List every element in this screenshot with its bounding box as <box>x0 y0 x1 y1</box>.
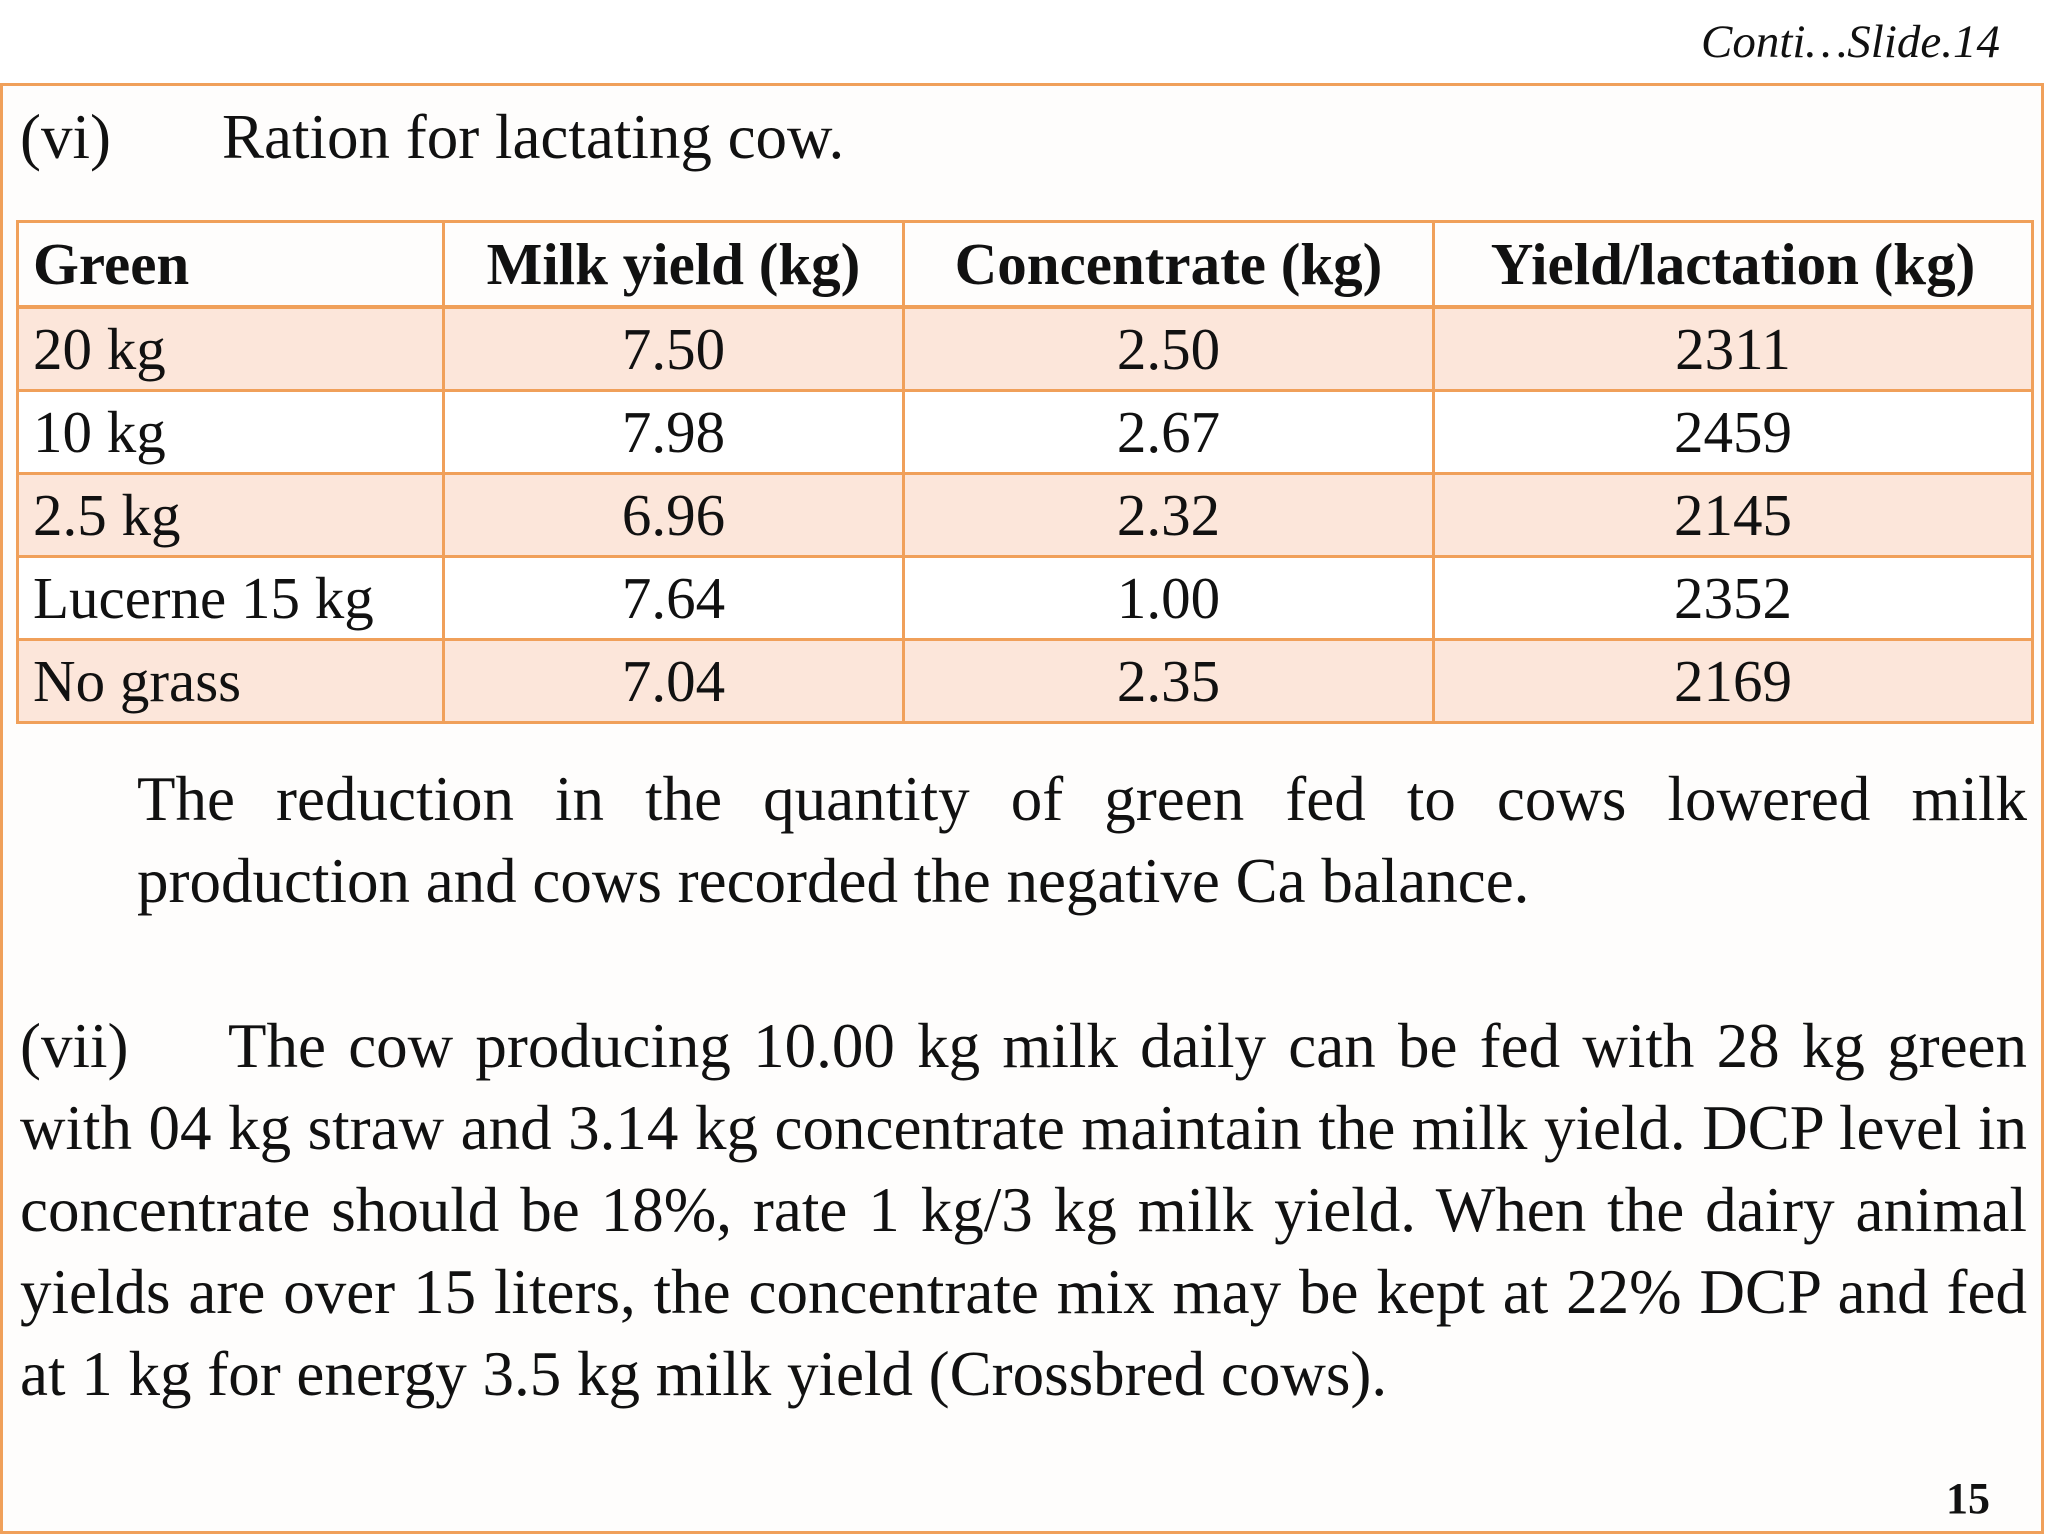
section-vii-number: (vii) <box>20 1011 129 1081</box>
cell-milk-yield: 6.96 <box>442 472 905 558</box>
page-number: 15 <box>1946 1474 1990 1523</box>
cell-green: Lucerne 15 kg <box>16 555 445 641</box>
table-row: 20 kg 7.50 2.50 2311 <box>16 305 2034 392</box>
ration-table: Green Milk yield (kg) Concentrate (kg) Y… <box>16 220 2034 724</box>
cell-concentrate: 1.00 <box>902 555 1435 641</box>
table-row: Lucerne 15 kg 7.64 1.00 2352 <box>16 555 2034 641</box>
column-header-yield-per-lactation: Yield/lactation (kg) <box>1432 220 2034 309</box>
section-vi-title: Ration for lactating cow. <box>222 102 845 172</box>
table-row: 2.5 kg 6.96 2.32 2145 <box>16 472 2034 558</box>
cell-milk-yield: 7.64 <box>442 555 905 641</box>
cell-yield-per-lactation: 2145 <box>1432 472 2034 558</box>
cell-concentrate: 2.50 <box>902 305 1435 392</box>
cell-concentrate: 2.32 <box>902 472 1435 558</box>
cell-milk-yield: 7.04 <box>442 638 905 724</box>
section-vi-number: (vi) <box>20 102 111 172</box>
cell-yield-per-lactation: 2352 <box>1432 555 2034 641</box>
cell-yield-per-lactation: 2311 <box>1432 305 2034 392</box>
cell-milk-yield: 7.50 <box>442 305 905 392</box>
cell-concentrate: 2.35 <box>902 638 1435 724</box>
cell-yield-per-lactation: 2459 <box>1432 389 2034 475</box>
table-row: 10 kg 7.98 2.67 2459 <box>16 389 2034 475</box>
cell-green: 2.5 kg <box>16 472 445 558</box>
column-header-green: Green <box>16 220 445 309</box>
table-row: No grass 7.04 2.35 2169 <box>16 638 2034 724</box>
column-header-concentrate: Concentrate (kg) <box>902 220 1435 309</box>
cell-yield-per-lactation: 2169 <box>1432 638 2034 724</box>
cell-green: 20 kg <box>16 305 445 392</box>
table-header-row: Green Milk yield (kg) Concentrate (kg) Y… <box>16 220 2034 309</box>
cell-milk-yield: 7.98 <box>442 389 905 475</box>
cell-green: No grass <box>16 638 445 724</box>
calcium-balance-note: The reduction in the quantity of green f… <box>137 764 2027 916</box>
section-vi-heading: (vi) Ration for lactating cow. <box>20 100 844 176</box>
section-vii-text: The cow producing 10.00 kg milk daily ca… <box>20 1011 2027 1409</box>
cell-green: 10 kg <box>16 389 445 475</box>
column-header-milk-yield: Milk yield (kg) <box>442 220 905 309</box>
section-vii-paragraph: (vii) The cow producing 10.00 kg milk dai… <box>20 1005 2027 1415</box>
cell-concentrate: 2.67 <box>902 389 1435 475</box>
slide-continuation-reference: Conti…Slide.14 <box>1701 16 2000 68</box>
